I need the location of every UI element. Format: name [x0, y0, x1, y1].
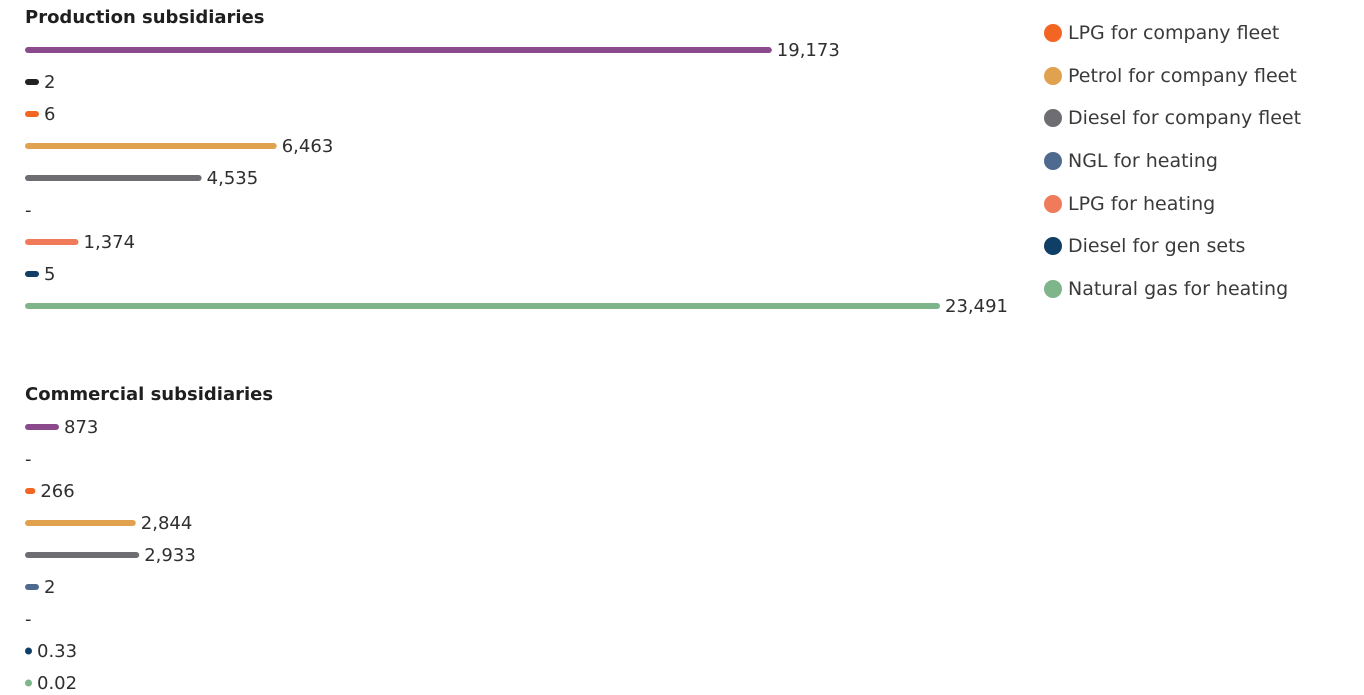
data-label: 5 [44, 264, 55, 285]
legend-item-diesel-gensets: Diesel for gen sets [1044, 235, 1245, 257]
data-label: 873 [64, 417, 98, 438]
bar [25, 424, 60, 430]
data-label: 0.02 [37, 673, 77, 694]
chart-title-commercial: Commercial subsidiaries [25, 384, 274, 405]
legend-item-lpg-heating: LPG for heating [1044, 193, 1215, 215]
data-label: - [25, 449, 32, 470]
legend-label: NGL for heating [1068, 150, 1218, 172]
legend-label: Diesel for gen sets [1068, 235, 1246, 257]
legend-swatch [1044, 24, 1062, 42]
bar [25, 175, 202, 181]
bar [25, 552, 140, 558]
bar [25, 647, 32, 655]
bar [25, 520, 136, 526]
legend-item-diesel-fleet: Diesel for company fleet [1044, 107, 1301, 129]
chart-title-production: Production subsidiaries [25, 7, 265, 28]
data-label: 2,933 [144, 545, 196, 566]
bar [25, 111, 39, 117]
legend-item-petrol-fleet: Petrol for company fleet [1044, 65, 1297, 87]
legend-swatch [1044, 67, 1062, 85]
data-label: - [25, 200, 32, 221]
bar [25, 584, 39, 590]
bar [25, 488, 36, 494]
legend-label: Natural gas for heating [1068, 278, 1289, 300]
legend-swatch [1044, 237, 1062, 255]
data-label: 6,463 [282, 136, 334, 157]
legend-swatch [1044, 109, 1062, 127]
legend-item-ngl-heating: NGL for heating [1044, 150, 1218, 172]
data-label: 2 [44, 577, 55, 598]
data-label: 266 [40, 481, 74, 502]
legend-label: Diesel for company fleet [1068, 107, 1302, 129]
bar [25, 239, 79, 245]
data-label: 0.33 [37, 641, 77, 662]
legend-label: Petrol for company fleet [1068, 65, 1297, 87]
legend-label: LPG for company fleet [1068, 22, 1280, 44]
bar [25, 79, 39, 85]
data-label: 2 [44, 72, 55, 93]
data-label: 23,491 [945, 296, 1008, 317]
legend-label: LPG for heating [1068, 193, 1216, 215]
bar [25, 271, 39, 277]
data-label: 19,173 [777, 40, 840, 61]
bar [25, 47, 772, 53]
legend-item-natural-gas-heating: Natural gas for heating [1044, 278, 1288, 300]
legend-swatch [1044, 280, 1062, 298]
legend-item-lpg-fleet: LPG for company fleet [1044, 22, 1279, 44]
data-label: 2,844 [141, 513, 193, 534]
bar [25, 679, 32, 687]
data-label: 4,535 [207, 168, 259, 189]
data-label: 6 [44, 104, 55, 125]
data-label: - [25, 609, 32, 630]
bar [25, 303, 940, 309]
legend-swatch [1044, 195, 1062, 213]
data-label: 1,374 [84, 232, 136, 253]
bar [25, 143, 277, 149]
legend-swatch [1044, 152, 1062, 170]
